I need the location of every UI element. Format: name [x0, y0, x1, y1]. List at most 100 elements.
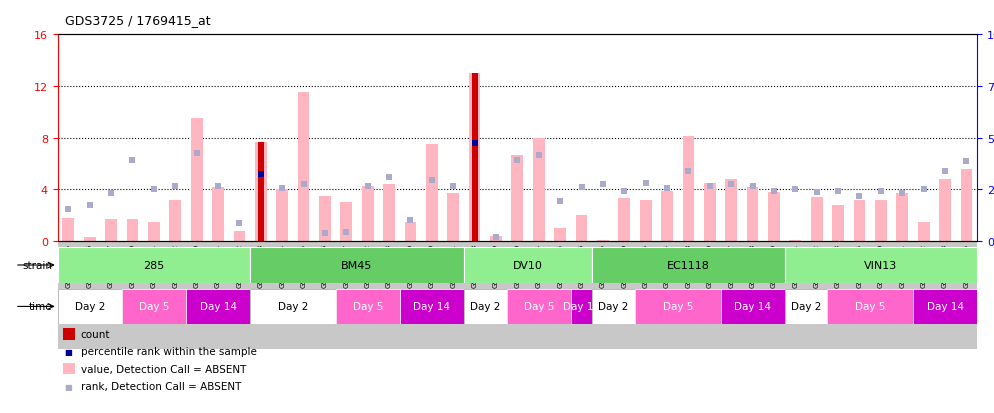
Text: Day 2: Day 2 [75, 301, 105, 312]
Bar [897, 194, 909, 242]
Bar [678, 242, 699, 349]
Point [82, 202, 97, 209]
Bar [464, 289, 507, 324]
Bar [721, 289, 784, 324]
Bar [789, 240, 801, 242]
Bar [186, 289, 250, 324]
Text: percentile rank within the sample: percentile rank within the sample [81, 347, 256, 356]
Text: Day 14: Day 14 [735, 301, 771, 312]
Bar [592, 248, 784, 283]
Bar [768, 192, 780, 242]
Point [595, 182, 611, 188]
Bar [555, 229, 566, 242]
Point [403, 218, 418, 224]
Text: Day 14: Day 14 [926, 301, 963, 312]
Point [232, 220, 248, 227]
Point [338, 229, 354, 236]
Point [745, 183, 760, 190]
Bar [257, 142, 263, 242]
Bar [490, 236, 502, 242]
Bar [892, 242, 912, 349]
Point [466, 140, 482, 147]
Bar [208, 242, 229, 349]
Bar [661, 191, 673, 242]
Point [103, 190, 119, 197]
Bar [148, 222, 160, 242]
Bar [464, 248, 592, 283]
Bar [934, 242, 955, 349]
Bar [122, 289, 186, 324]
Text: EC1118: EC1118 [667, 260, 710, 271]
Text: ■: ■ [65, 347, 73, 356]
Text: 285: 285 [143, 260, 164, 271]
Bar [357, 242, 379, 349]
Bar [169, 200, 181, 242]
Bar [293, 242, 314, 349]
Point [445, 183, 461, 190]
Text: Day 2: Day 2 [598, 301, 629, 312]
Bar [699, 242, 721, 349]
Bar [955, 242, 977, 349]
Bar [447, 194, 459, 242]
Point [531, 152, 547, 159]
Bar [613, 242, 635, 349]
Text: Day 5: Day 5 [524, 301, 554, 312]
Point [937, 169, 953, 175]
Bar [704, 183, 716, 242]
Text: DV10: DV10 [513, 260, 543, 271]
Bar [250, 248, 464, 283]
Bar [618, 199, 630, 242]
Bar [254, 142, 266, 242]
Bar [726, 180, 738, 242]
Text: Day 5: Day 5 [139, 301, 169, 312]
Bar [469, 74, 480, 242]
Bar [870, 242, 892, 349]
Bar [784, 289, 827, 324]
Bar [683, 137, 695, 242]
Bar [421, 242, 442, 349]
Bar [592, 242, 613, 349]
Bar [656, 242, 678, 349]
Bar [297, 93, 309, 242]
Point [466, 140, 482, 147]
Bar [234, 231, 246, 242]
Bar [250, 289, 336, 324]
Bar [100, 242, 122, 349]
Bar [426, 145, 437, 242]
Point [852, 193, 868, 200]
Point [681, 169, 697, 175]
Text: rank, Detection Call = ABSENT: rank, Detection Call = ABSENT [81, 381, 241, 391]
Bar [250, 242, 271, 349]
Bar [784, 242, 806, 349]
Bar [143, 242, 165, 349]
Text: Day 5: Day 5 [353, 301, 383, 312]
Bar [58, 242, 80, 349]
Bar [635, 289, 721, 324]
Point [252, 171, 268, 178]
Point [766, 188, 782, 195]
Text: Day 2: Day 2 [791, 301, 821, 312]
Bar [507, 289, 571, 324]
Bar [336, 289, 400, 324]
Bar [362, 186, 374, 242]
Bar [576, 216, 587, 242]
Text: time: time [29, 301, 53, 312]
Bar [379, 242, 400, 349]
Text: Day 2: Day 2 [277, 301, 308, 312]
Bar [165, 242, 186, 349]
Bar [80, 242, 100, 349]
Point [659, 185, 675, 192]
Bar [721, 242, 742, 349]
Point [958, 158, 974, 165]
Bar [854, 200, 866, 242]
Point [830, 188, 846, 195]
Bar [58, 248, 250, 283]
Bar [276, 190, 288, 242]
Bar [592, 289, 635, 324]
Bar [832, 206, 844, 242]
Text: Day 14: Day 14 [414, 301, 450, 312]
Point [616, 188, 632, 195]
Bar [229, 242, 250, 349]
Bar [191, 119, 203, 242]
Bar [640, 200, 651, 242]
